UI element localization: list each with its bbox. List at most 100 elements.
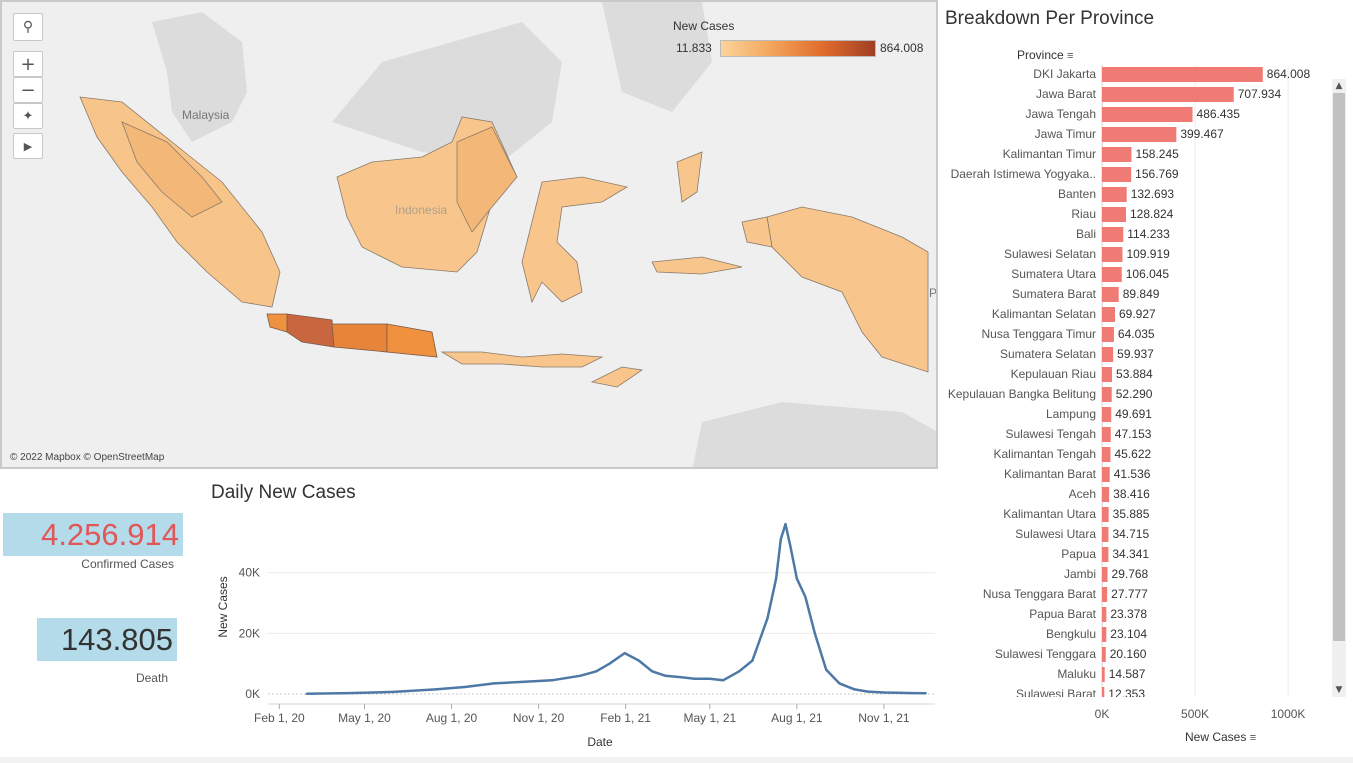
province-label: Sulawesi Barat bbox=[1016, 687, 1097, 697]
pin-reset-button[interactable]: ✦ bbox=[13, 103, 43, 129]
province-label: Sulawesi Tenggara bbox=[995, 647, 1097, 661]
province-bar[interactable] bbox=[1102, 307, 1116, 322]
daily-point bbox=[650, 670, 654, 673]
daily-x-tick: Feb 1, 21 bbox=[600, 711, 651, 725]
region-kalimantan-east[interactable] bbox=[456, 126, 518, 233]
daily-point bbox=[789, 544, 792, 547]
daily-point bbox=[608, 662, 611, 665]
region-jawa-timur[interactable] bbox=[386, 323, 438, 358]
province-bar[interactable] bbox=[1102, 147, 1132, 162]
province-bar[interactable] bbox=[1102, 607, 1107, 622]
province-bar[interactable] bbox=[1102, 87, 1234, 102]
province-bar[interactable] bbox=[1102, 467, 1110, 482]
region-maluku-south[interactable] bbox=[651, 256, 743, 275]
scroll-down-arrow[interactable]: ▼ bbox=[1335, 685, 1343, 695]
australia-land bbox=[692, 402, 936, 467]
daily-x-tick: Aug 1, 20 bbox=[426, 711, 478, 725]
region-papua[interactable] bbox=[766, 206, 929, 373]
bar-axis-tick: 0K bbox=[1095, 707, 1110, 721]
province-bar[interactable] bbox=[1102, 587, 1108, 602]
province-label: Bali bbox=[1076, 227, 1096, 241]
region-jawa-barat[interactable] bbox=[286, 313, 335, 348]
province-bar[interactable] bbox=[1102, 507, 1109, 522]
play-button[interactable]: ▶ bbox=[13, 133, 43, 159]
daily-title: Daily New Cases bbox=[211, 482, 356, 503]
province-bar[interactable] bbox=[1102, 387, 1112, 402]
province-value-label: 59.937 bbox=[1117, 347, 1154, 361]
region-papua-barat[interactable] bbox=[741, 216, 773, 248]
province-label: Lampung bbox=[1046, 407, 1096, 421]
daily-new-cases-chart[interactable]: 0K 20K 40K Feb 1, 20 May 1, 20 Aug 1, 20 Nov 1… bbox=[210, 482, 940, 757]
province-bar[interactable] bbox=[1102, 347, 1114, 362]
province-label: Papua Barat bbox=[1029, 607, 1096, 621]
daily-point bbox=[751, 659, 754, 662]
province-value-label: 47.153 bbox=[1115, 427, 1152, 441]
daily-series-line[interactable] bbox=[306, 522, 926, 696]
province-bar[interactable] bbox=[1102, 267, 1122, 282]
province-bar[interactable] bbox=[1102, 327, 1114, 342]
zoom-out-button[interactable]: − bbox=[13, 77, 43, 103]
province-bar[interactable] bbox=[1102, 527, 1109, 542]
region-jawa-tengah[interactable] bbox=[331, 323, 388, 353]
scroll-up-arrow[interactable]: ▲ bbox=[1335, 81, 1343, 91]
malaysia-land bbox=[152, 12, 247, 142]
province-header[interactable]: Province ≡ bbox=[1017, 48, 1073, 62]
province-bar[interactable] bbox=[1102, 227, 1124, 242]
province-label: Sumatera Selatan bbox=[1000, 347, 1096, 361]
daily-point bbox=[911, 691, 914, 695]
region-nusa-tenggara[interactable] bbox=[440, 351, 604, 368]
province-bar-list[interactable]: DKI Jakarta 864.008 Jawa Barat 707.934 Jawa … bbox=[938, 65, 1332, 697]
daily-point bbox=[838, 682, 841, 685]
region-maluku[interactable] bbox=[676, 151, 703, 203]
province-bar[interactable] bbox=[1102, 567, 1108, 582]
province-value-label: 27.777 bbox=[1111, 587, 1148, 601]
province-bar[interactable] bbox=[1102, 247, 1123, 262]
province-value-label: 864.008 bbox=[1267, 67, 1311, 81]
daily-y-tick: 40K bbox=[239, 566, 260, 580]
daily-point bbox=[853, 688, 856, 691]
search-map-button[interactable]: ⚲ bbox=[13, 13, 43, 41]
province-bar[interactable] bbox=[1102, 287, 1119, 302]
region-timor[interactable] bbox=[590, 366, 644, 388]
province-label: Kalimantan Utara bbox=[1003, 507, 1096, 521]
sort-icon[interactable]: ≡ bbox=[1067, 50, 1074, 62]
axis-sort-icon[interactable]: ≡ bbox=[1249, 732, 1257, 744]
province-header-label: Province bbox=[1017, 48, 1064, 62]
region-sumatra-north[interactable] bbox=[121, 121, 223, 218]
province-label: Aceh bbox=[1069, 487, 1096, 501]
province-label: Riau bbox=[1071, 207, 1096, 221]
province-map[interactable]: ⚲ + − ✦ ▶ Malaysia Indonesia P New Cases… bbox=[0, 0, 938, 469]
province-bar[interactable] bbox=[1102, 207, 1126, 222]
daily-point bbox=[774, 577, 778, 580]
province-bar[interactable] bbox=[1102, 127, 1177, 142]
province-bar[interactable] bbox=[1102, 167, 1132, 182]
province-bar[interactable] bbox=[1102, 407, 1112, 422]
province-bar[interactable] bbox=[1102, 627, 1107, 642]
province-bar[interactable] bbox=[1102, 447, 1111, 462]
map-canvas[interactable] bbox=[2, 2, 938, 469]
province-bar[interactable] bbox=[1102, 547, 1109, 562]
daily-x-tick: Feb 1, 20 bbox=[254, 711, 305, 725]
philippines-land bbox=[602, 2, 712, 112]
province-bar[interactable] bbox=[1102, 107, 1193, 122]
daily-point bbox=[664, 674, 667, 677]
map-attribution[interactable]: © 2022 Mapbox © OpenStreetMap bbox=[10, 452, 165, 463]
region-sulawesi[interactable] bbox=[521, 176, 629, 304]
province-bar[interactable] bbox=[1102, 187, 1127, 202]
province-bar[interactable] bbox=[1102, 647, 1106, 662]
province-bar[interactable] bbox=[1102, 67, 1263, 82]
region-banten[interactable] bbox=[266, 313, 288, 333]
province-bar[interactable] bbox=[1102, 667, 1105, 682]
legend-min: 11.833 bbox=[676, 41, 712, 55]
province-bar[interactable] bbox=[1102, 427, 1111, 442]
province-bar[interactable] bbox=[1102, 367, 1113, 382]
province-bar[interactable] bbox=[1102, 687, 1105, 697]
bar-scroll-thumb[interactable] bbox=[1333, 93, 1345, 641]
province-value-label: 53.884 bbox=[1116, 367, 1153, 381]
province-bar[interactable] bbox=[1102, 487, 1110, 502]
zoom-in-button[interactable]: + bbox=[13, 51, 43, 77]
province-value-label: 399.467 bbox=[1180, 127, 1224, 141]
daily-y-axis-title: New Cases bbox=[216, 576, 230, 637]
bar-axis-title[interactable]: New Cases ≡ bbox=[1185, 730, 1256, 744]
province-label: Sumatera Utara bbox=[1011, 267, 1096, 281]
